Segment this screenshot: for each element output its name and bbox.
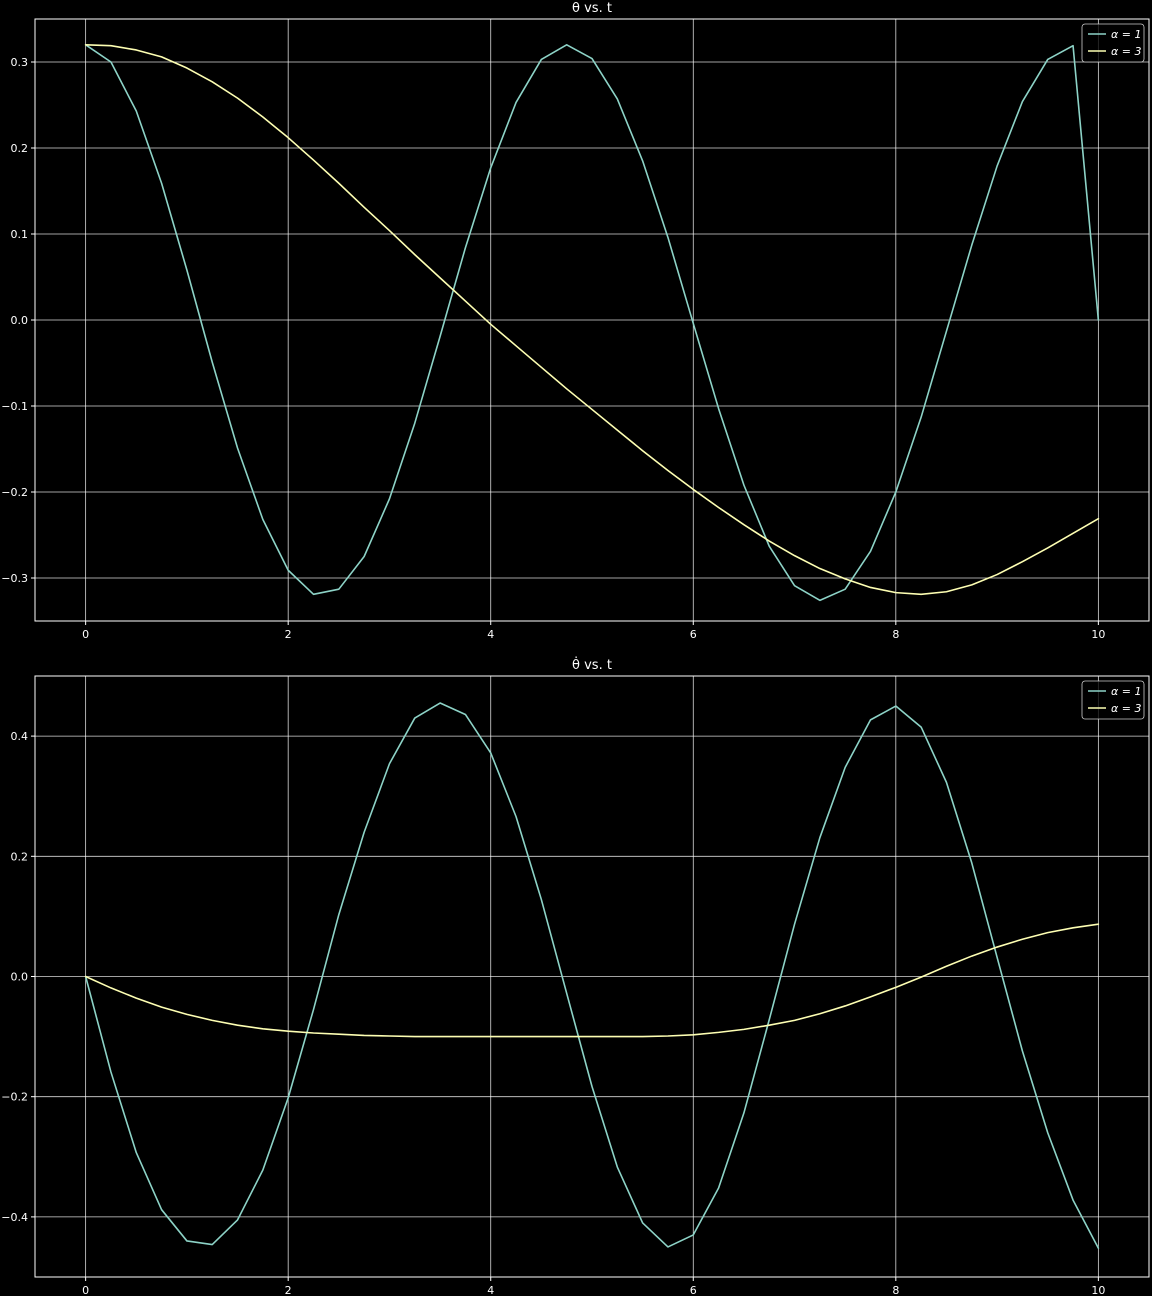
y-tick-label: 0.1 — [11, 228, 29, 241]
series-line-alpha-3 — [84, 44, 1100, 596]
y-tick-label: −0.3 — [1, 572, 28, 585]
x-tick-label: 10 — [1091, 1284, 1105, 1296]
x-tick-label: 6 — [690, 628, 697, 641]
chart-title: θ vs. t — [572, 1, 612, 16]
legend-label: α = 1 — [1111, 28, 1141, 41]
x-tick-label: 2 — [285, 628, 292, 641]
y-tick-label: 0.4 — [11, 730, 29, 743]
y-tick-label: 0.3 — [11, 56, 29, 69]
x-tick-label: 2 — [285, 1284, 292, 1296]
chart-2: θ̇ vs. t0 2 4 6 8 10−0.4−0.20.00.20.4α = 1α =… — [1, 657, 1150, 1296]
legend-label: α = 1 — [1111, 685, 1141, 698]
x-tick-label: 0 — [82, 1284, 89, 1296]
y-tick-label: −0.1 — [1, 400, 28, 413]
chart-1: θ vs. t 0 2 4 6 8 10 −0.3 −0.2 −0.1 0.0 0.1 0.2 0.3 α … — [1, 1, 1150, 641]
y-tick-label: −0.4 — [1, 1211, 28, 1224]
x-tick-label: 10 — [1091, 628, 1105, 641]
series-line-alpha-3 — [84, 923, 1100, 1038]
legend: α = 1 α = 3 — [1081, 680, 1145, 720]
x-tick-label: 8 — [892, 1284, 899, 1296]
series-line-alpha-1 — [84, 44, 1100, 602]
y-tick-label: −0.2 — [1, 486, 28, 499]
chart-title: θ̇ vs. t — [572, 657, 612, 673]
legend-label: α = 3 — [1111, 45, 1141, 58]
y-tick-label: 0.0 — [11, 314, 29, 327]
legend: α = 1 α = 3 — [1081, 23, 1145, 63]
y-tick-label: −0.2 — [1, 1091, 28, 1104]
x-tick-label: 8 — [892, 628, 899, 641]
y-tick-label: 0.2 — [11, 142, 29, 155]
y-tick-label: 0.0 — [11, 971, 29, 984]
x-tick-label: 4 — [487, 628, 494, 641]
y-tick-label: 0.2 — [11, 850, 29, 863]
x-tick-label: 6 — [690, 1284, 697, 1296]
series-line-alpha-1 — [84, 702, 1100, 1249]
x-tick-label: 4 — [487, 1284, 494, 1296]
legend-label: α = 3 — [1111, 702, 1141, 715]
x-tick-label: 0 — [82, 628, 89, 641]
